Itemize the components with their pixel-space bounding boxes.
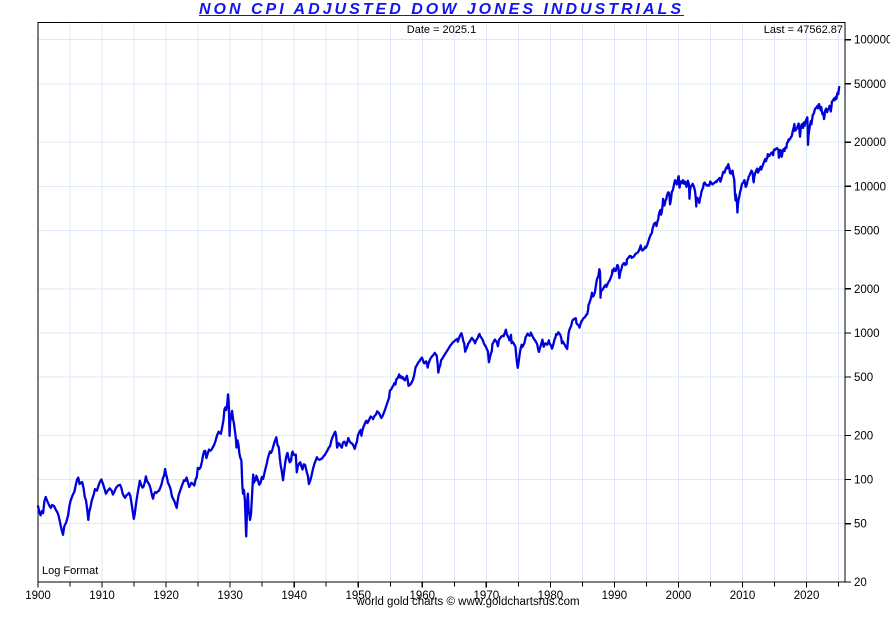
x-tick-label: 1990 [602,590,628,602]
y-tick-label: 500 [854,372,873,384]
y-tick-label: 1000 [854,328,880,340]
y-tick-label: 2000 [854,284,880,296]
last-value-annotation: Last = 47562.87 [763,24,843,36]
x-tick-label: 2000 [666,590,692,602]
x-tick-label: 1940 [281,590,307,602]
x-tick-label: 1970 [474,590,500,602]
x-tick-label: 1900 [25,590,51,602]
y-tick-label: 20000 [854,137,886,149]
plot-border [37,21,846,583]
y-tick-label: 50 [854,519,867,531]
source-caption: world gold charts © www.goldchartsrus.co… [356,596,580,608]
y-tick-label: 50000 [854,79,886,91]
y-tick-label: 5000 [854,225,880,237]
y-tick-label: 100 [854,475,873,487]
y-tick-label: 200 [854,430,873,442]
x-tick-label: 1950 [345,590,371,602]
x-tick-label: 1980 [538,590,564,602]
y-tick-label: 10000 [854,181,886,193]
x-tick-label: 1930 [217,590,243,602]
x-tick-label: 1910 [89,590,115,602]
scale-format-label: Log Format [42,565,99,577]
dow-price-line [36,85,841,538]
x-tick-label: 2010 [730,590,756,602]
y-tick-label: 20 [854,577,867,589]
x-tick-label: 2020 [794,590,820,602]
x-tick-label: 1920 [153,590,179,602]
date-annotation: Date = 2025.1 [406,24,477,36]
x-tick-label: 1960 [409,590,435,602]
chart-title: NON CPI ADJUSTED DOW JONES INDUSTRIALS [199,1,684,18]
y-tick-label: 100000 [854,35,890,47]
